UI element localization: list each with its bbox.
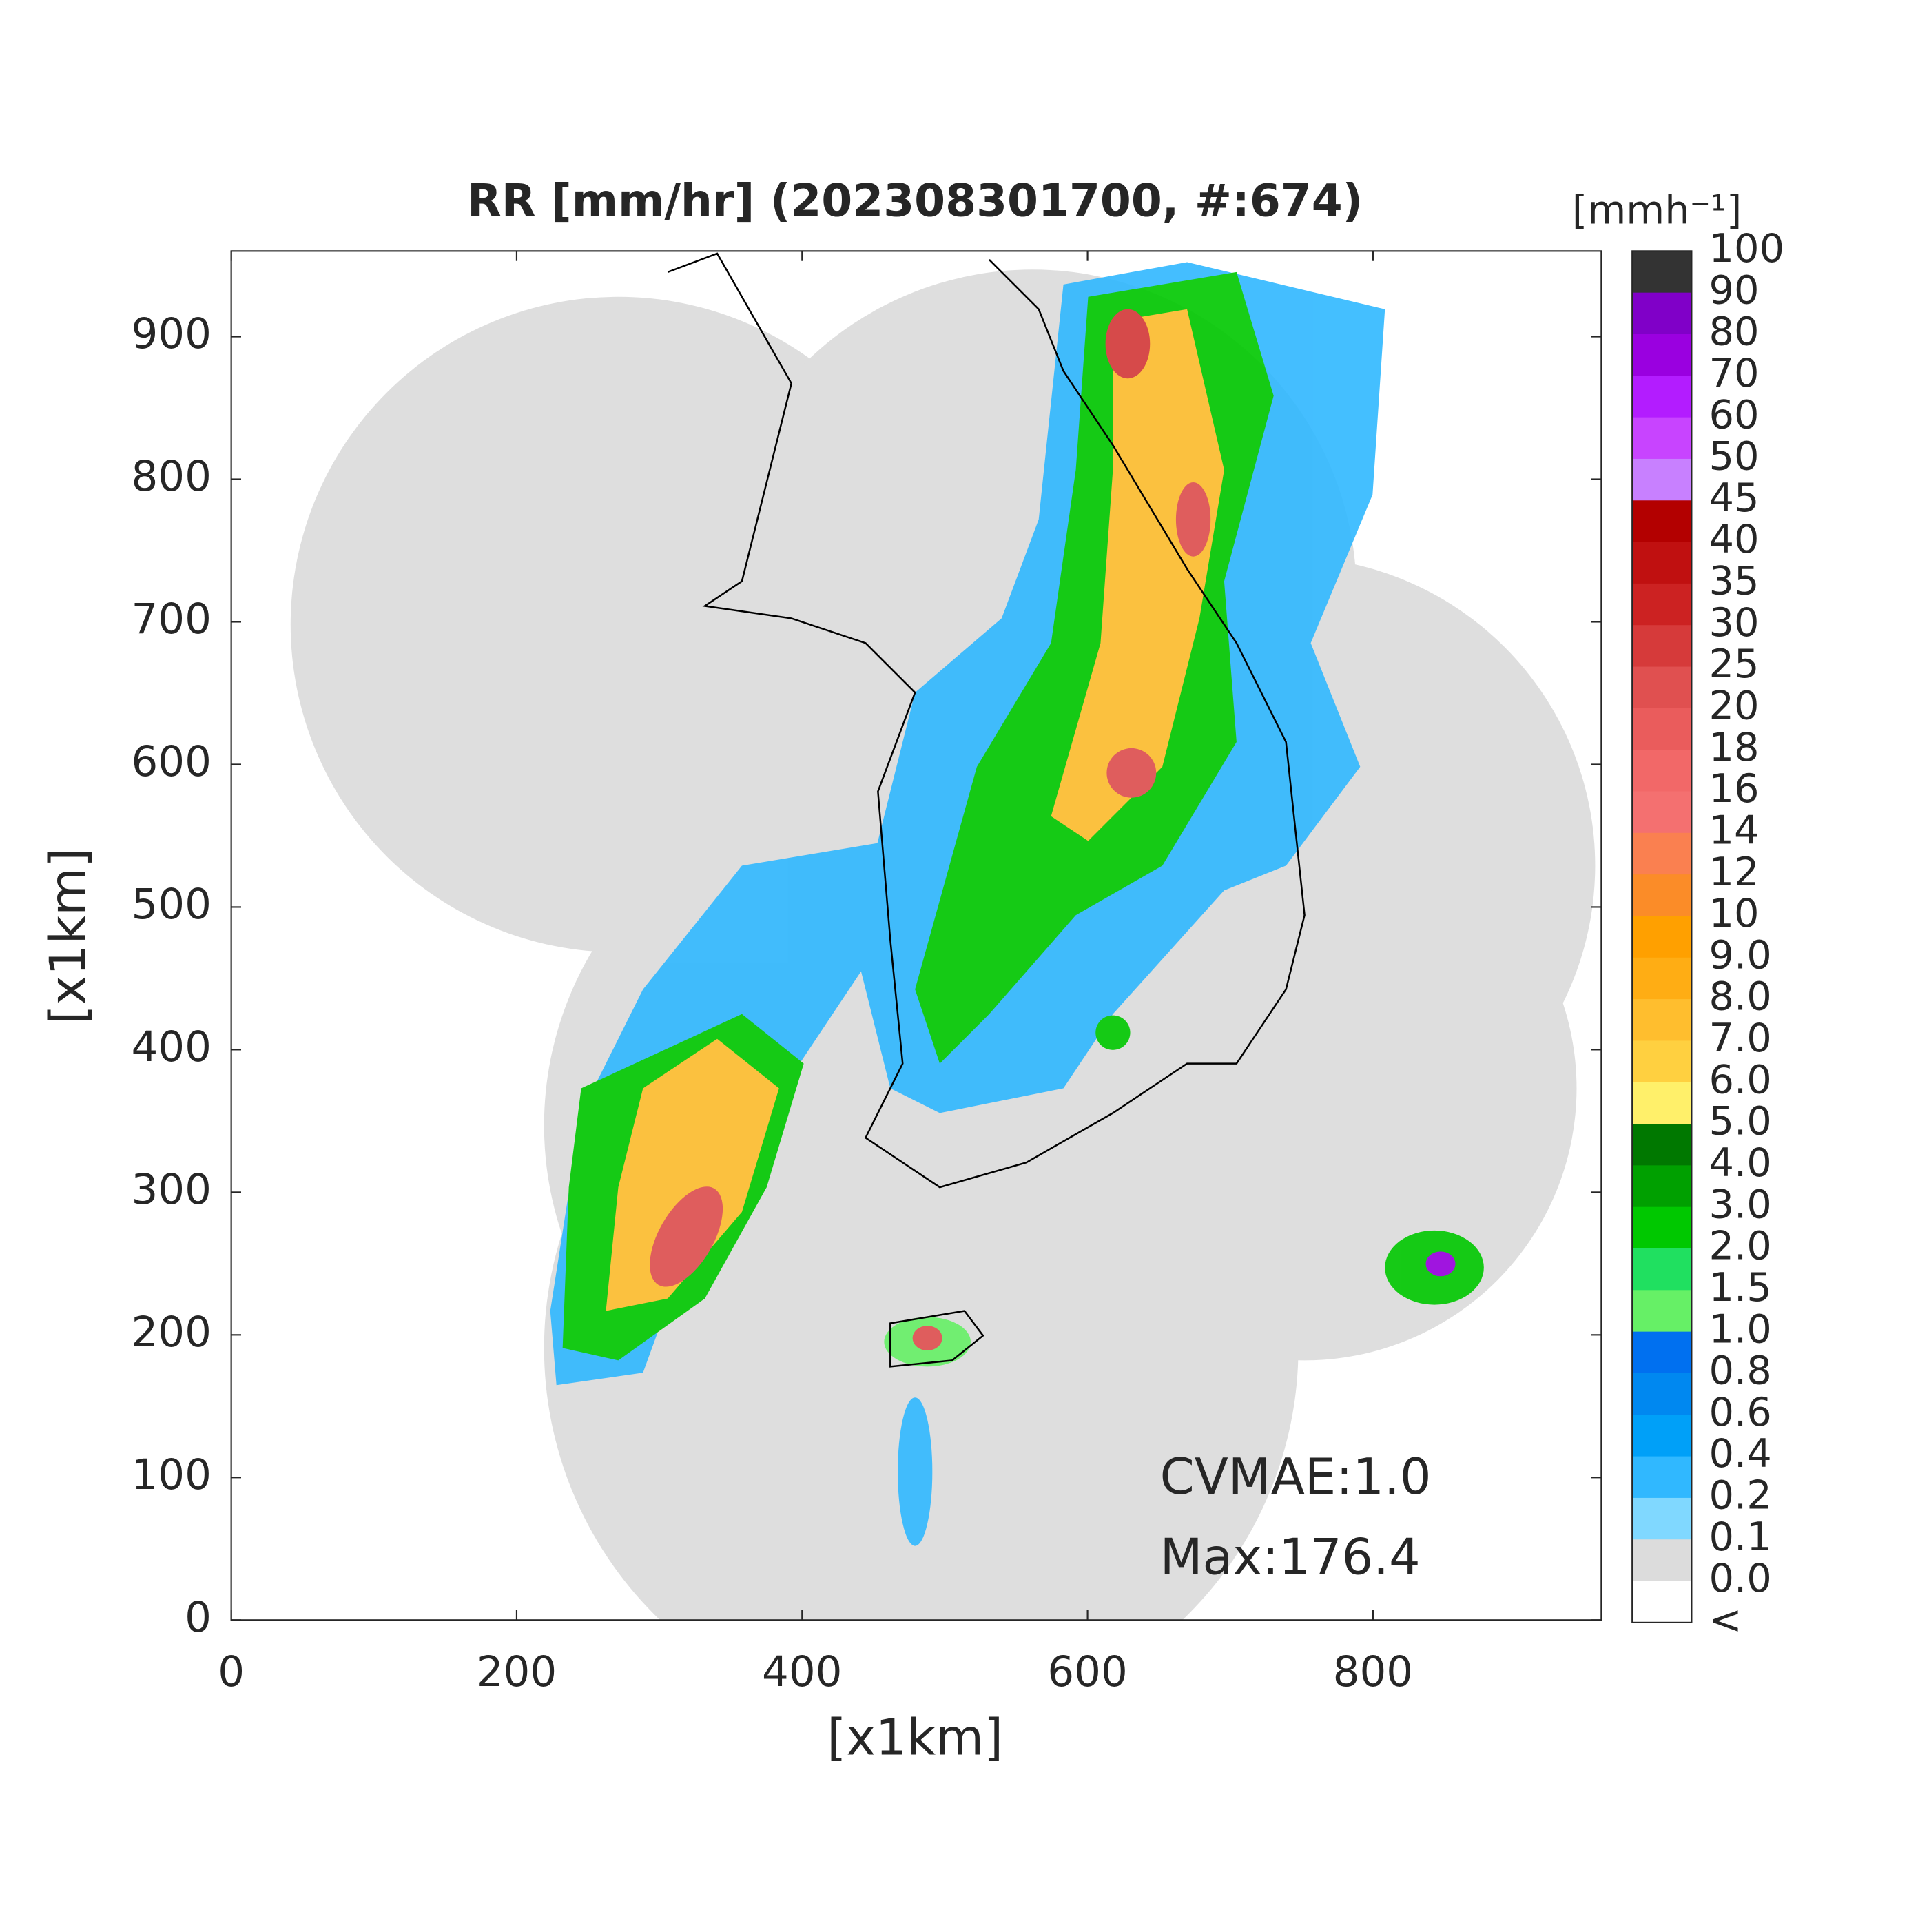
colorbar-label: 0.6 (1709, 1389, 1772, 1435)
colorbar-label: 3.0 (1709, 1181, 1772, 1227)
y-tick-label: 400 (131, 1022, 211, 1071)
colorbar-segment (1632, 1373, 1692, 1416)
y-tick-label: 900 (131, 309, 211, 358)
precipitation (550, 262, 1484, 1546)
x-axis-label: [x1km] (827, 1709, 1003, 1767)
colorbar-segment (1632, 625, 1692, 668)
colorbar-segment (1632, 750, 1692, 792)
y-tick-label: 100 (131, 1450, 211, 1499)
y-tick-label: 700 (131, 595, 211, 644)
x-tick-label: 800 (1333, 1647, 1413, 1696)
colorbar-segment (1632, 417, 1692, 460)
colorbar-label: 1.0 (1709, 1306, 1772, 1352)
colorbar-segment (1632, 1082, 1692, 1124)
colorbar-label: 16 (1709, 765, 1760, 812)
colorbar-segment (1632, 376, 1692, 418)
annotation: CVMAE:1.0 (1160, 1448, 1432, 1505)
y-tick-label: 200 (131, 1308, 211, 1357)
colorbar-segment (1632, 1124, 1692, 1167)
colorbar: 100908070605045403530252018161412109.08.… (1631, 225, 1785, 1643)
colorbar-segment (1632, 1040, 1692, 1083)
colorbar-unit: [mmh⁻¹] (1572, 187, 1742, 233)
colorbar-label: 1.5 (1709, 1264, 1772, 1311)
colorbar-label: 30 (1709, 599, 1760, 646)
y-axis-label: [x1km] (39, 848, 97, 1025)
colorbar-segment (1632, 292, 1692, 335)
colorbar-segment (1632, 999, 1692, 1042)
colorbar-label: 60 (1709, 391, 1760, 438)
colorbar-segment (1632, 500, 1692, 543)
colorbar-segment (1632, 708, 1692, 751)
colorbar-segment (1632, 1456, 1692, 1499)
colorbar-segment (1632, 583, 1692, 626)
colorbar-segment (1632, 1206, 1692, 1249)
x-tick-label: 200 (477, 1647, 557, 1696)
axes: 0 200 400 600 800 0 100 200 300 400 500 600 700 800 90… (131, 251, 1602, 1696)
colorbar-label: 6.0 (1709, 1056, 1772, 1102)
coastline (667, 252, 1306, 1368)
colorbar-segment (1632, 791, 1692, 834)
colorbar-label: 12 (1709, 849, 1760, 895)
radar-map (290, 252, 1596, 1621)
colorbar-label: 0.4 (1709, 1430, 1772, 1477)
colorbar-label: 20 (1709, 682, 1760, 728)
y-tick-label: 0 (185, 1593, 212, 1642)
x-tick-label: 600 (1047, 1647, 1127, 1696)
x-tick-label: 400 (762, 1647, 842, 1696)
colorbar-label: 0.2 (1709, 1472, 1772, 1519)
colorbar-segment (1632, 1331, 1692, 1374)
colorbar-segment (1632, 1165, 1692, 1208)
colorbar-label: 90 (1709, 267, 1760, 313)
colorbar-label: 80 (1709, 309, 1760, 355)
colorbar-segment (1632, 1415, 1692, 1457)
colorbar-label: 7.0 (1709, 1015, 1772, 1061)
colorbar-label: 0.0 (1709, 1555, 1772, 1601)
colorbar-segment (1632, 832, 1692, 876)
colorbar-label: 25 (1709, 641, 1760, 687)
colorbar-label: 18 (1709, 724, 1760, 770)
colorbar-segment (1632, 1248, 1692, 1291)
colorbar-label: 5.0 (1709, 1098, 1772, 1144)
colorbar-label: 50 (1709, 433, 1760, 480)
colorbar-label: 0.8 (1709, 1348, 1772, 1394)
x-tick-label: 0 (218, 1647, 245, 1696)
colorbar-label: 100 (1709, 225, 1785, 271)
colorbar-label: 40 (1709, 516, 1760, 562)
colorbar-label: 10 (1709, 890, 1760, 936)
colorbar-frame (1631, 250, 1693, 1623)
colorbar-label: 4.0 (1709, 1140, 1772, 1186)
colorbar-label: 45 (1709, 475, 1760, 521)
colorbar-segment (1632, 916, 1692, 958)
plot-frame (230, 250, 1602, 1621)
colorbar-segment (1632, 542, 1692, 584)
colorbar-label: 0.1 (1709, 1514, 1772, 1560)
y-tick-label: 300 (131, 1165, 211, 1214)
colorbar-label: 9.0 (1709, 932, 1772, 978)
colorbar-segment (1632, 666, 1692, 709)
y-tick-label: 600 (131, 737, 211, 786)
colorbar-segment (1632, 1497, 1692, 1541)
colorbar-label: 35 (1709, 558, 1760, 604)
colorbar-label: 14 (1709, 807, 1760, 853)
colorbar-segment (1632, 333, 1692, 377)
colorbar-label: 70 (1709, 350, 1760, 396)
colorbar-label: < (1709, 1596, 1742, 1643)
colorbar-segment (1632, 1539, 1692, 1582)
y-tick-label: 800 (131, 452, 211, 501)
colorbar-segment (1632, 251, 1692, 294)
colorbar-segment (1632, 1581, 1692, 1623)
colorbar-label: 2.0 (1709, 1223, 1772, 1269)
annotation: Max:176.4 (1160, 1528, 1421, 1586)
colorbar-segment (1632, 957, 1692, 1000)
colorbar-segment (1632, 1290, 1692, 1333)
y-tick-label: 500 (131, 880, 211, 929)
chart-title: RR [mm/hr] (202308301700, #:674) (467, 176, 1363, 227)
colorbar-segment (1632, 874, 1692, 917)
colorbar-segment (1632, 458, 1692, 502)
colorbar-label: 8.0 (1709, 974, 1772, 1020)
